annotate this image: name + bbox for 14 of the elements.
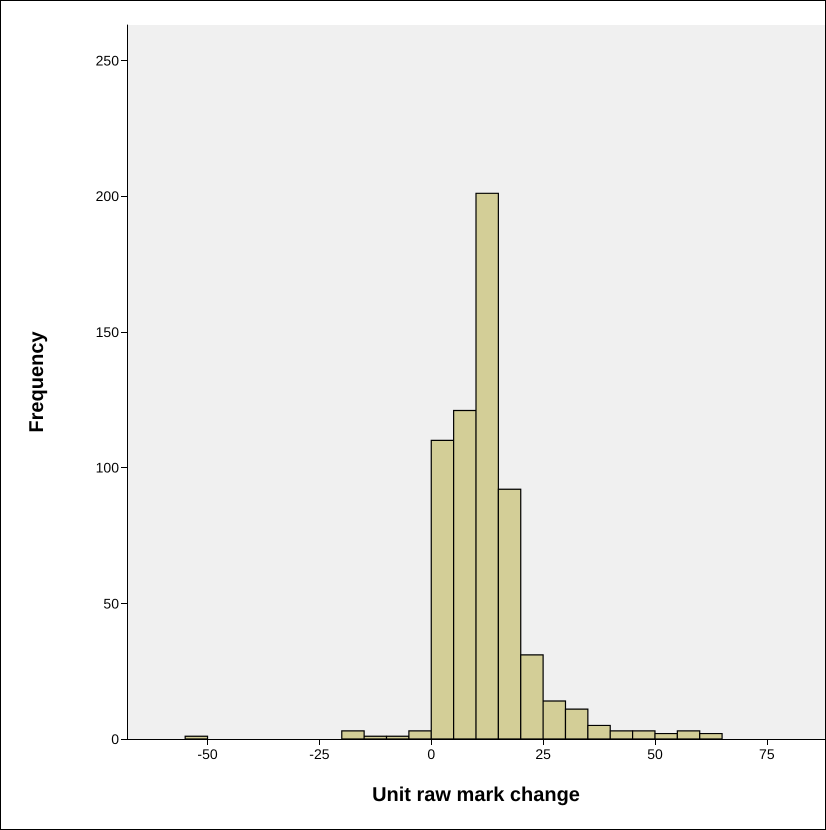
y-tick-label: 0 bbox=[111, 731, 120, 747]
y-tick-label: 100 bbox=[96, 460, 120, 476]
x-tick-label: 25 bbox=[535, 746, 552, 762]
y-tick-label: 200 bbox=[96, 188, 120, 204]
y-tick-label: 250 bbox=[96, 52, 120, 68]
y-tick-label: 150 bbox=[96, 324, 120, 340]
x-tick-label: -50 bbox=[197, 746, 218, 762]
x-tick-label: 50 bbox=[647, 746, 663, 762]
x-tick-label: 0 bbox=[427, 746, 436, 762]
x-tick-label: 75 bbox=[759, 746, 775, 762]
x-axis-title: Unit raw mark change bbox=[372, 784, 580, 806]
y-axis-title: Frequency bbox=[26, 330, 48, 433]
y-tick-label: 50 bbox=[103, 595, 120, 612]
x-tick-label: -25 bbox=[309, 746, 330, 762]
